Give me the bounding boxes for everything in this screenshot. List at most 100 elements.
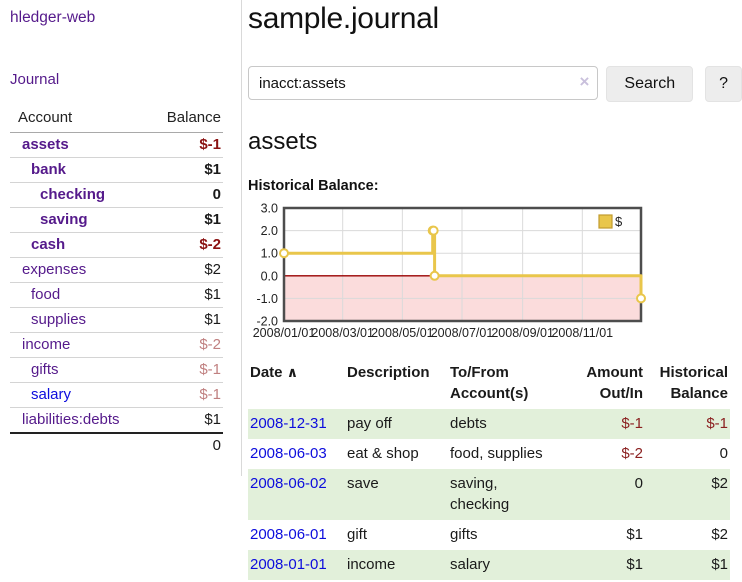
- account-balance: $1: [150, 282, 223, 308]
- search-help-button[interactable]: ?: [705, 66, 742, 102]
- transaction-date-link[interactable]: 2008-06-02: [250, 474, 327, 492]
- account-balance: $-2: [150, 332, 223, 358]
- register-header-amount: Amount Out/In: [586, 364, 643, 402]
- transaction-accounts: saving, checking: [450, 474, 510, 514]
- y-tick-label: 1.0: [261, 247, 278, 261]
- y-tick-label: -1.0: [256, 292, 278, 306]
- historical-balance-label: Historical Balance:: [248, 178, 379, 194]
- register-row: 2008-06-03 eat & shop food, supplies $-2…: [248, 439, 730, 469]
- transaction-amount: $1: [626, 555, 643, 573]
- transaction-amount: $-2: [621, 444, 643, 462]
- account-row: salary $-1: [10, 382, 223, 408]
- accounts-table: Account Balance assets $-1 bank $1 check…: [10, 105, 223, 458]
- transaction-balance: $1: [711, 555, 728, 573]
- transaction-accounts: gifts: [450, 526, 478, 543]
- register-header-accounts: To/From Account(s): [450, 364, 529, 402]
- account-balance: $1: [150, 207, 223, 233]
- accounts-total-row: 0: [10, 432, 223, 458]
- legend-swatch: [598, 214, 613, 229]
- register-table: Date ∧ Description To/From Account(s) Am…: [248, 360, 730, 580]
- transaction-date-link[interactable]: 2008-06-01: [250, 526, 327, 543]
- transaction-balance: $2: [711, 474, 728, 492]
- y-tick-label: 2.0: [261, 224, 278, 238]
- x-tick-label: 2008/09/01: [491, 326, 554, 340]
- y-tick-label: -2.0: [256, 315, 278, 329]
- register-row: 2008-06-01 gift gifts $1 $2: [248, 520, 730, 550]
- account-link[interactable]: salary: [31, 386, 72, 403]
- accounts-body: assets $-1 bank $1 checking 0 saving $1 …: [10, 132, 223, 434]
- account-link[interactable]: bank: [31, 161, 67, 178]
- transaction-description: save: [347, 474, 379, 492]
- account-link[interactable]: assets: [22, 136, 69, 153]
- account-balance: $1: [150, 307, 223, 333]
- legend-label: $: [615, 214, 623, 229]
- accounts-header-account: Account: [10, 105, 151, 133]
- register-header-row: Date ∧ Description To/From Account(s) Am…: [248, 360, 730, 409]
- x-tick-label: 2008/07/01: [431, 326, 494, 340]
- account-row: food $1: [10, 282, 223, 308]
- register-header-date[interactable]: Date ∧: [250, 364, 299, 381]
- main-content: sample.journal × Search ? assets Histori…: [248, 0, 742, 580]
- x-tick-label: 2008/11/01: [551, 326, 613, 340]
- data-point-marker: [279, 248, 289, 259]
- data-point-marker: [429, 270, 440, 281]
- transaction-accounts: food, supplies: [450, 444, 543, 462]
- register-row: 2008-06-02 save saving, checking 0 $2: [248, 468, 730, 520]
- account-link[interactable]: expenses: [22, 261, 87, 278]
- account-balance: $-2: [150, 232, 223, 258]
- account-balance: $-1: [150, 357, 223, 383]
- register-body: 2008-12-31 pay off debts $-1 $-1 2008-06…: [248, 409, 730, 580]
- account-link[interactable]: income: [22, 336, 71, 353]
- account-link[interactable]: cash: [31, 236, 66, 253]
- brand-link[interactable]: hledger-web: [10, 9, 96, 26]
- register-header-balance: Historical Balance: [659, 364, 728, 402]
- transaction-date-link[interactable]: 2008-01-01: [250, 555, 327, 573]
- account-row: saving $1: [10, 207, 223, 233]
- account-balance: $-1: [150, 382, 223, 408]
- account-link[interactable]: checking: [40, 186, 106, 203]
- chart-container: $3.0 2.0 1.0 0.0 -1.0 -2.0 2008/01/01 2008/03/0…: [248, 202, 742, 342]
- search-button[interactable]: Search: [606, 66, 694, 102]
- sidebar: hledger-web Journal Account Balance asse…: [0, 0, 242, 476]
- account-link[interactable]: gifts: [31, 361, 59, 378]
- transaction-description: eat & shop: [347, 444, 419, 462]
- transaction-balance: $-1: [706, 415, 728, 432]
- historical-balance-chart: $3.0 2.0 1.0 0.0 -1.0 -2.02008/01/012008/03/0…: [253, 202, 646, 340]
- transaction-date-link[interactable]: 2008-12-31: [250, 415, 327, 432]
- account-row: expenses $2: [10, 257, 223, 283]
- accounts-header-balance: Balance: [150, 105, 223, 133]
- accounts-header-row: Account Balance: [10, 105, 223, 133]
- transaction-amount: $-1: [621, 415, 643, 432]
- data-point-marker: [636, 293, 646, 304]
- account-row: checking 0: [10, 182, 223, 208]
- transaction-amount: $1: [626, 526, 643, 543]
- account-balance: $1: [204, 411, 221, 428]
- account-balance: $1: [150, 157, 223, 183]
- transaction-accounts: debts: [450, 415, 487, 432]
- search-form: × Search ?: [248, 66, 742, 102]
- account-heading: assets: [248, 128, 318, 155]
- y-tick-label: 3.0: [261, 202, 278, 216]
- x-tick-label: 2008/05/01: [371, 326, 434, 340]
- account-row: gifts $-1: [10, 357, 223, 383]
- account-row: bank $1: [10, 157, 223, 183]
- clear-search-icon[interactable]: ×: [579, 72, 590, 91]
- transaction-date-link[interactable]: 2008-06-03: [250, 444, 327, 462]
- account-row: liabilities:debts $1: [10, 408, 223, 434]
- account-link[interactable]: saving: [40, 211, 88, 228]
- account-row: supplies $1: [10, 307, 223, 333]
- accounts-total-value: 0: [150, 432, 223, 458]
- search-input[interactable]: [248, 66, 599, 100]
- transaction-description: income: [347, 555, 396, 573]
- sort-ascending-icon: ∧: [286, 364, 299, 380]
- transaction-balance: 0: [719, 444, 728, 462]
- data-point-marker: [428, 225, 439, 236]
- plot-border: [282, 206, 643, 323]
- transaction-description: pay off: [347, 415, 392, 432]
- sidebar-item-journal[interactable]: Journal: [10, 71, 60, 88]
- y-tick-label: 0.0: [261, 269, 278, 283]
- account-row: income $-2: [10, 332, 223, 358]
- account-link[interactable]: food: [31, 286, 61, 303]
- account-link[interactable]: supplies: [31, 311, 87, 328]
- account-link[interactable]: liabilities:debts: [22, 411, 120, 428]
